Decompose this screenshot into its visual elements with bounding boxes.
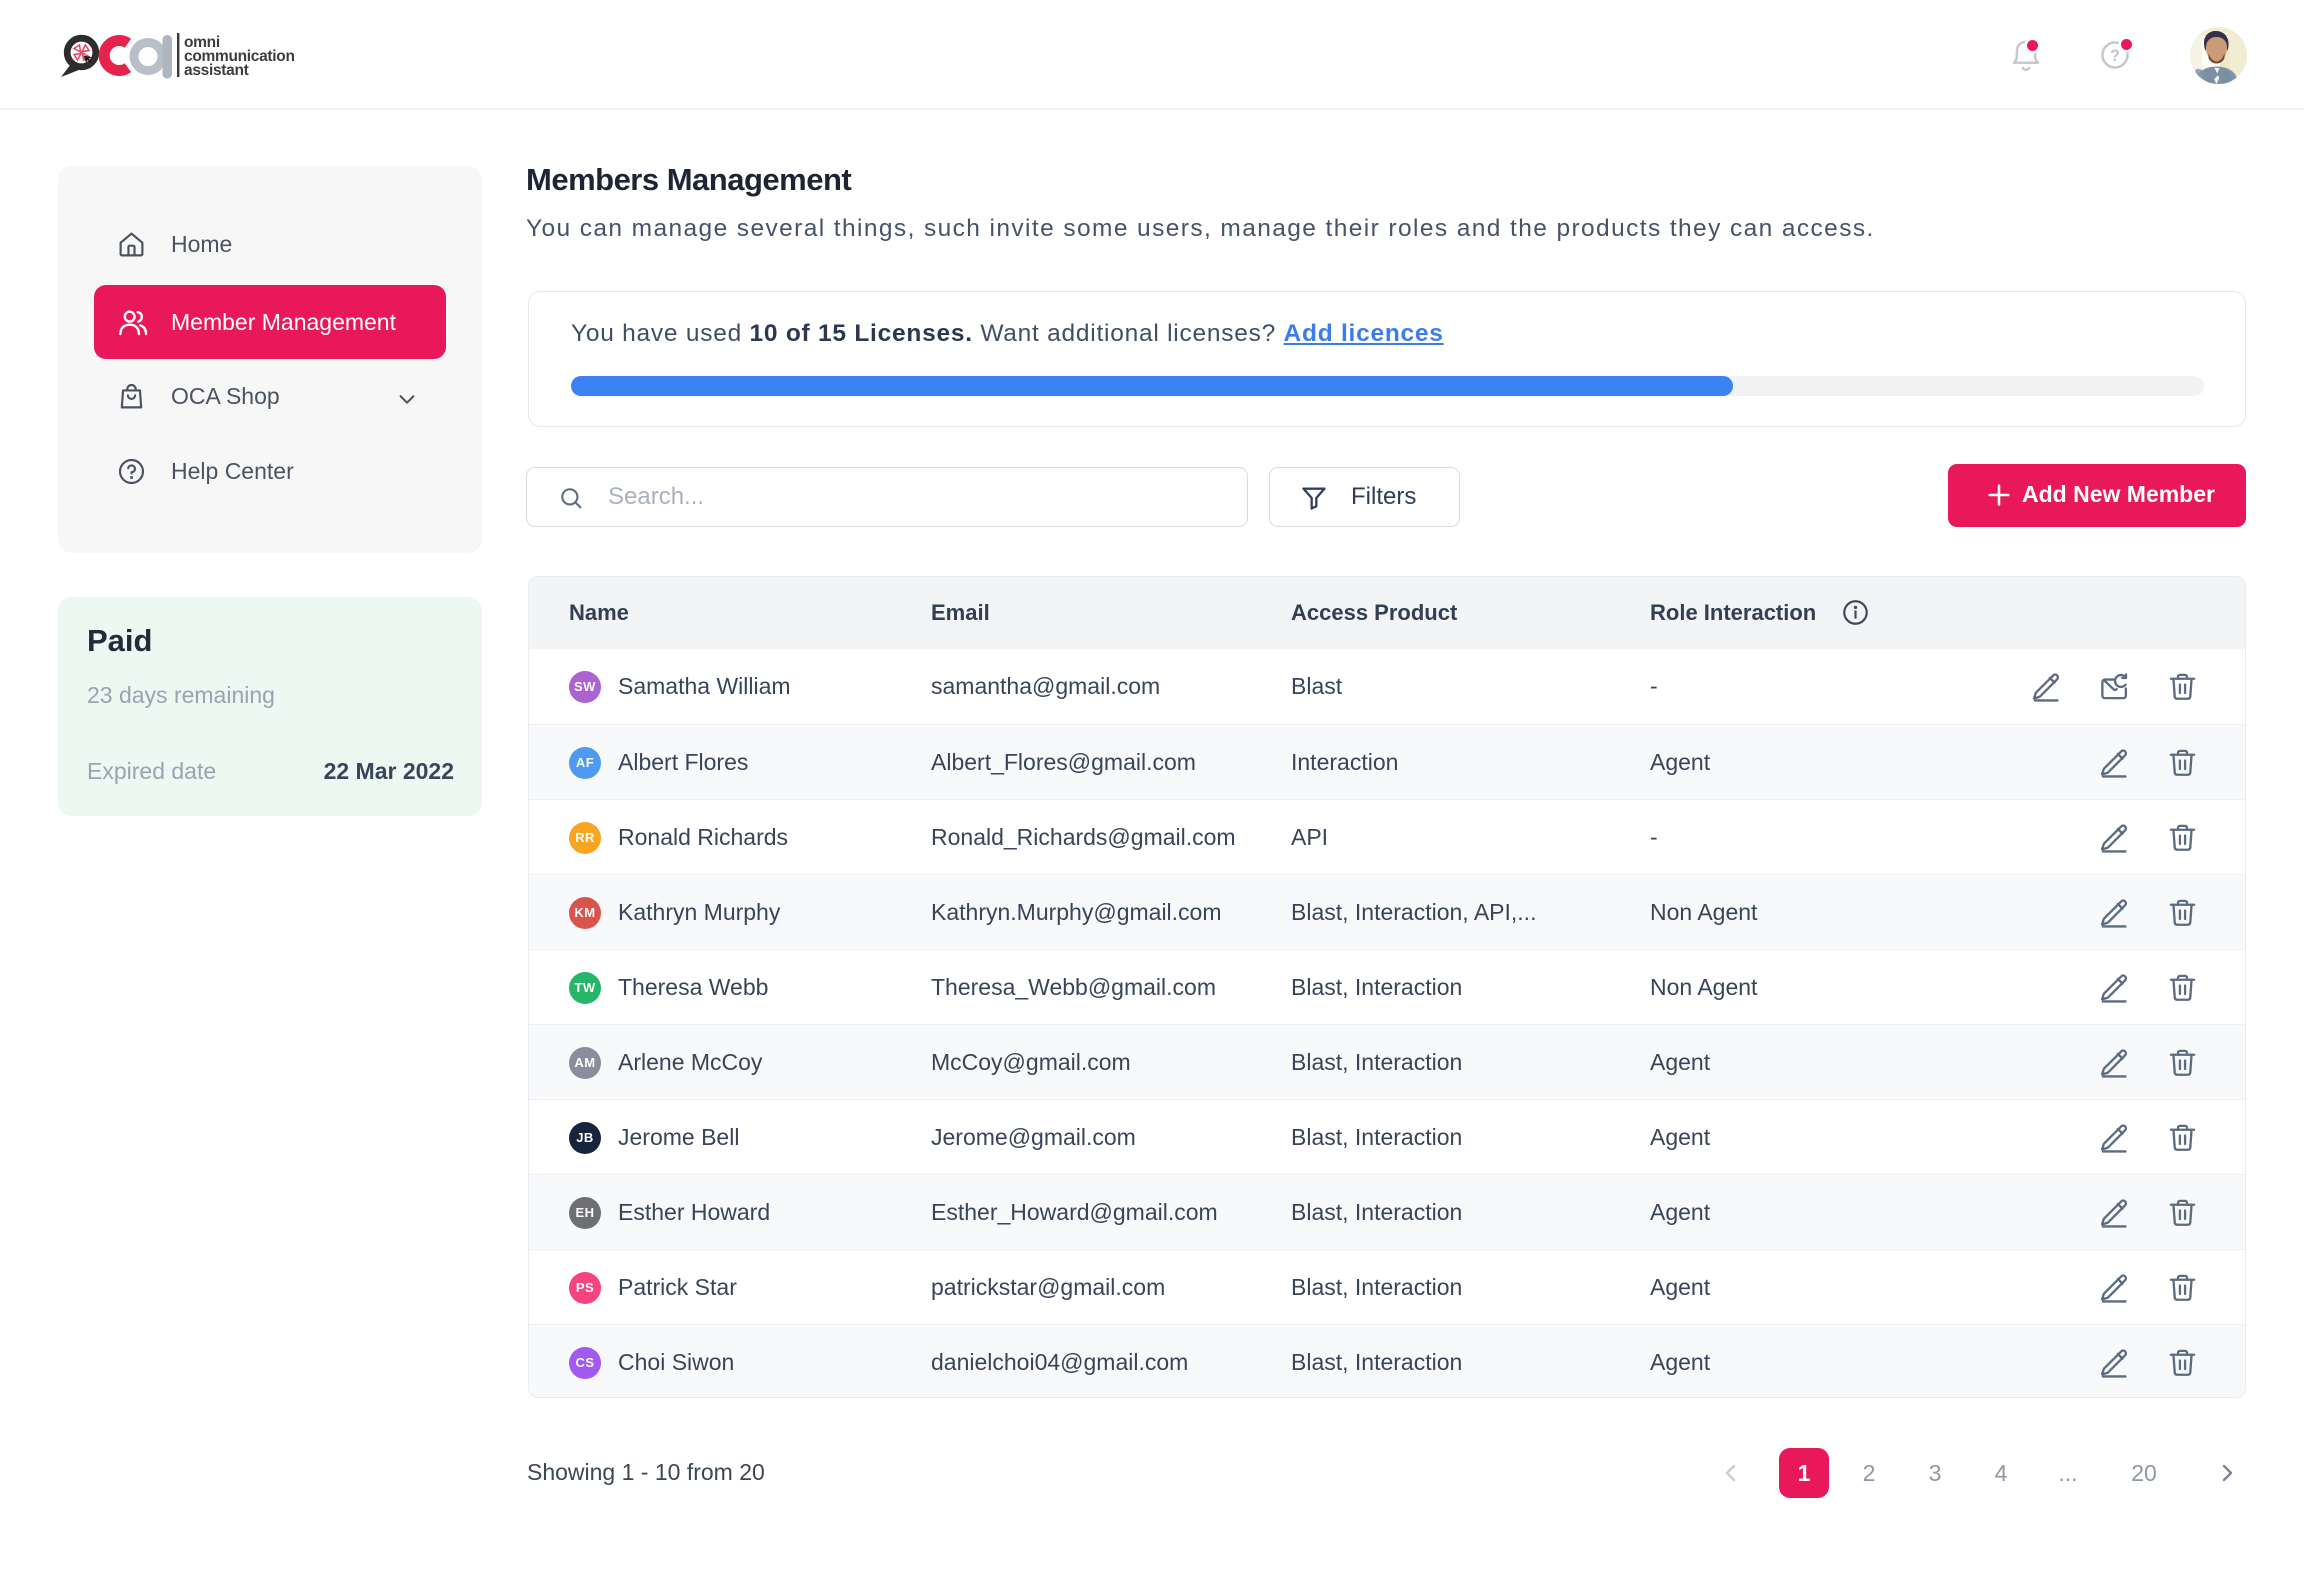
- svg-text:communication: communication: [184, 48, 295, 65]
- svg-text:assistant: assistant: [184, 62, 249, 79]
- svg-text:?: ?: [2110, 47, 2120, 65]
- svg-text:omni: omni: [184, 34, 220, 51]
